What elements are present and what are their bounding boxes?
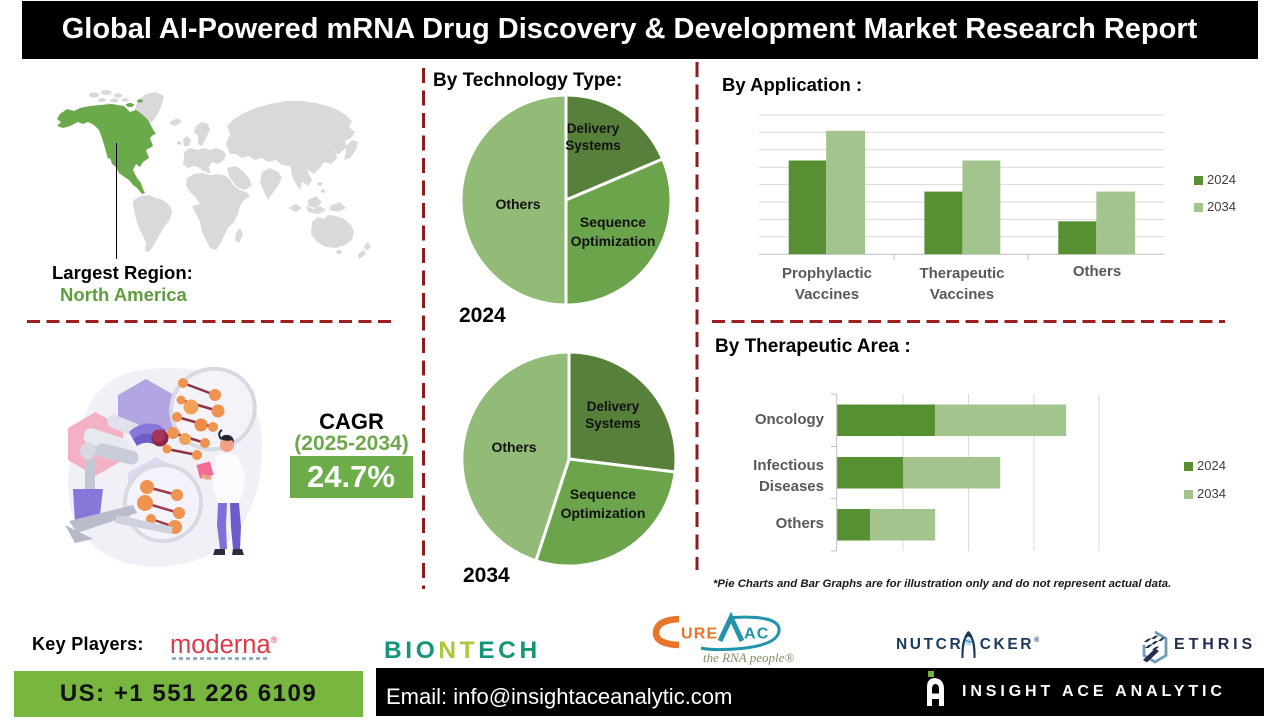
svg-text:the RNA people®: the RNA people® (703, 650, 794, 665)
svg-text:URE: URE (681, 626, 718, 643)
svg-text:AC: AC (744, 626, 770, 643)
